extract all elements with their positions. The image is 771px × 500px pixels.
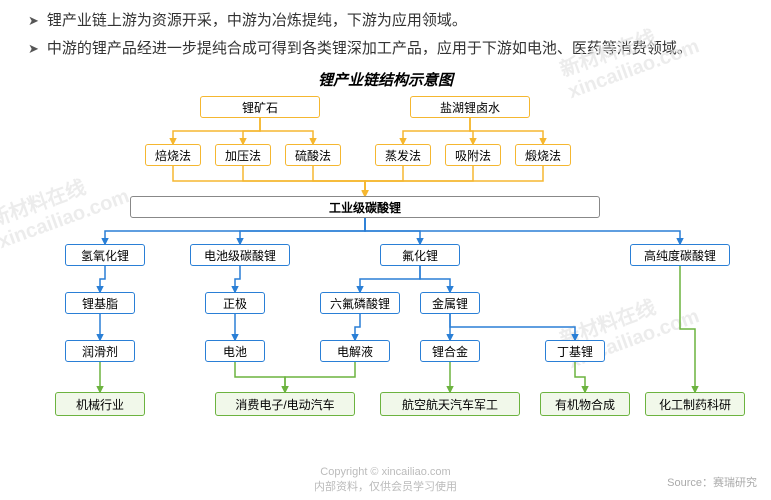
diagram-title: 锂产业链结构示意图 [0, 69, 771, 90]
edge-c4-d5 [450, 314, 575, 340]
bullet-item: ➤ 锂产业链上游为资源开采，中游为冶炼提纯，下游为应用领域。 [28, 8, 753, 34]
node-m5: 吸附法 [445, 144, 501, 166]
bullet-marker: ➤ [28, 8, 39, 32]
node-m6: 煅烧法 [515, 144, 571, 166]
bullet-list: ➤ 锂产业链上游为资源开采，中游为冶炼提纯，下游为应用领域。 ➤ 中游的锂产品经… [0, 0, 771, 67]
node-g2: 消费电子/电动汽车 [215, 392, 355, 416]
edge-src2-m5 [470, 118, 473, 144]
node-c2: 正极 [205, 292, 265, 314]
node-b3: 氟化锂 [380, 244, 460, 266]
node-b4: 高纯度碳酸锂 [630, 244, 730, 266]
node-src2: 盐湖锂卤水 [410, 96, 530, 118]
edge-m3-ind [313, 166, 365, 196]
node-m4: 蒸发法 [375, 144, 431, 166]
node-d1: 润滑剂 [65, 340, 135, 362]
bullet-text: 中游的锂产品经进一步提纯合成可得到各类锂深加工产品，应用于下游如电池、医药等消费… [47, 36, 692, 62]
node-d4: 锂合金 [420, 340, 480, 362]
edge-b3-c4 [420, 266, 450, 292]
node-m1: 焙烧法 [145, 144, 201, 166]
node-d5: 丁基锂 [545, 340, 605, 362]
node-g1: 机械行业 [55, 392, 145, 416]
edge-d2-g2 [235, 362, 285, 392]
edge-src1-m3 [260, 118, 313, 144]
node-src1: 锂矿石 [200, 96, 320, 118]
edge-src2-m4 [403, 118, 470, 144]
edge-ind-b3 [365, 218, 420, 244]
bullet-text: 锂产业链上游为资源开采，中游为冶炼提纯，下游为应用领域。 [47, 8, 467, 34]
edge-src2-m6 [470, 118, 543, 144]
node-b1: 氢氧化锂 [65, 244, 145, 266]
diagram-canvas: 锂矿石 盐湖锂卤水焙烧法加压法硫酸法 蒸发法吸附法煅烧法工业级碳酸锂氢氧化锂 电池级碳… [0, 96, 771, 466]
node-g5: 化工制药科研 [645, 392, 745, 416]
edge-ind-b1 [105, 218, 365, 244]
edge-b4-g5 [680, 266, 695, 392]
node-c4: 金属锂 [420, 292, 480, 314]
node-g4: 有机物合成 [540, 392, 630, 416]
node-d2: 电池 [205, 340, 265, 362]
node-m2: 加压法 [215, 144, 271, 166]
edge-b2-c2 [235, 266, 240, 292]
copyright-text: Copyright © xincailiao.com内部资料，仅供会员学习使用 [0, 465, 771, 494]
source-text: Source：赛瑞研究 [667, 474, 757, 490]
edge-c3-d3 [355, 314, 360, 340]
edge-b3-c3 [360, 266, 420, 292]
node-d3: 电解液 [320, 340, 390, 362]
edge-ind-b2 [240, 218, 365, 244]
bullet-item: ➤ 中游的锂产品经进一步提纯合成可得到各类锂深加工产品，应用于下游如电池、医药等… [28, 36, 753, 62]
edge-ind-b4 [365, 218, 680, 244]
edge-m6-ind [365, 166, 543, 196]
node-g3: 航空航天汽车军工 [380, 392, 520, 416]
edge-m5-ind [365, 166, 473, 196]
edge-m2-ind [243, 166, 365, 196]
edge-src1-m2 [243, 118, 260, 144]
node-c1: 锂基脂 [65, 292, 135, 314]
edge-b1-c1 [100, 266, 105, 292]
node-m3: 硫酸法 [285, 144, 341, 166]
edge-m1-ind [173, 166, 365, 196]
edge-d3-g2 [285, 362, 355, 392]
edge-d5-g4 [575, 362, 585, 392]
edge-m4-ind [365, 166, 403, 196]
node-b2: 电池级碳酸锂 [190, 244, 290, 266]
node-ind: 工业级碳酸锂 [130, 196, 600, 218]
node-c3: 六氟磷酸锂 [320, 292, 400, 314]
bullet-marker: ➤ [28, 36, 39, 60]
edge-src1-m1 [173, 118, 260, 144]
